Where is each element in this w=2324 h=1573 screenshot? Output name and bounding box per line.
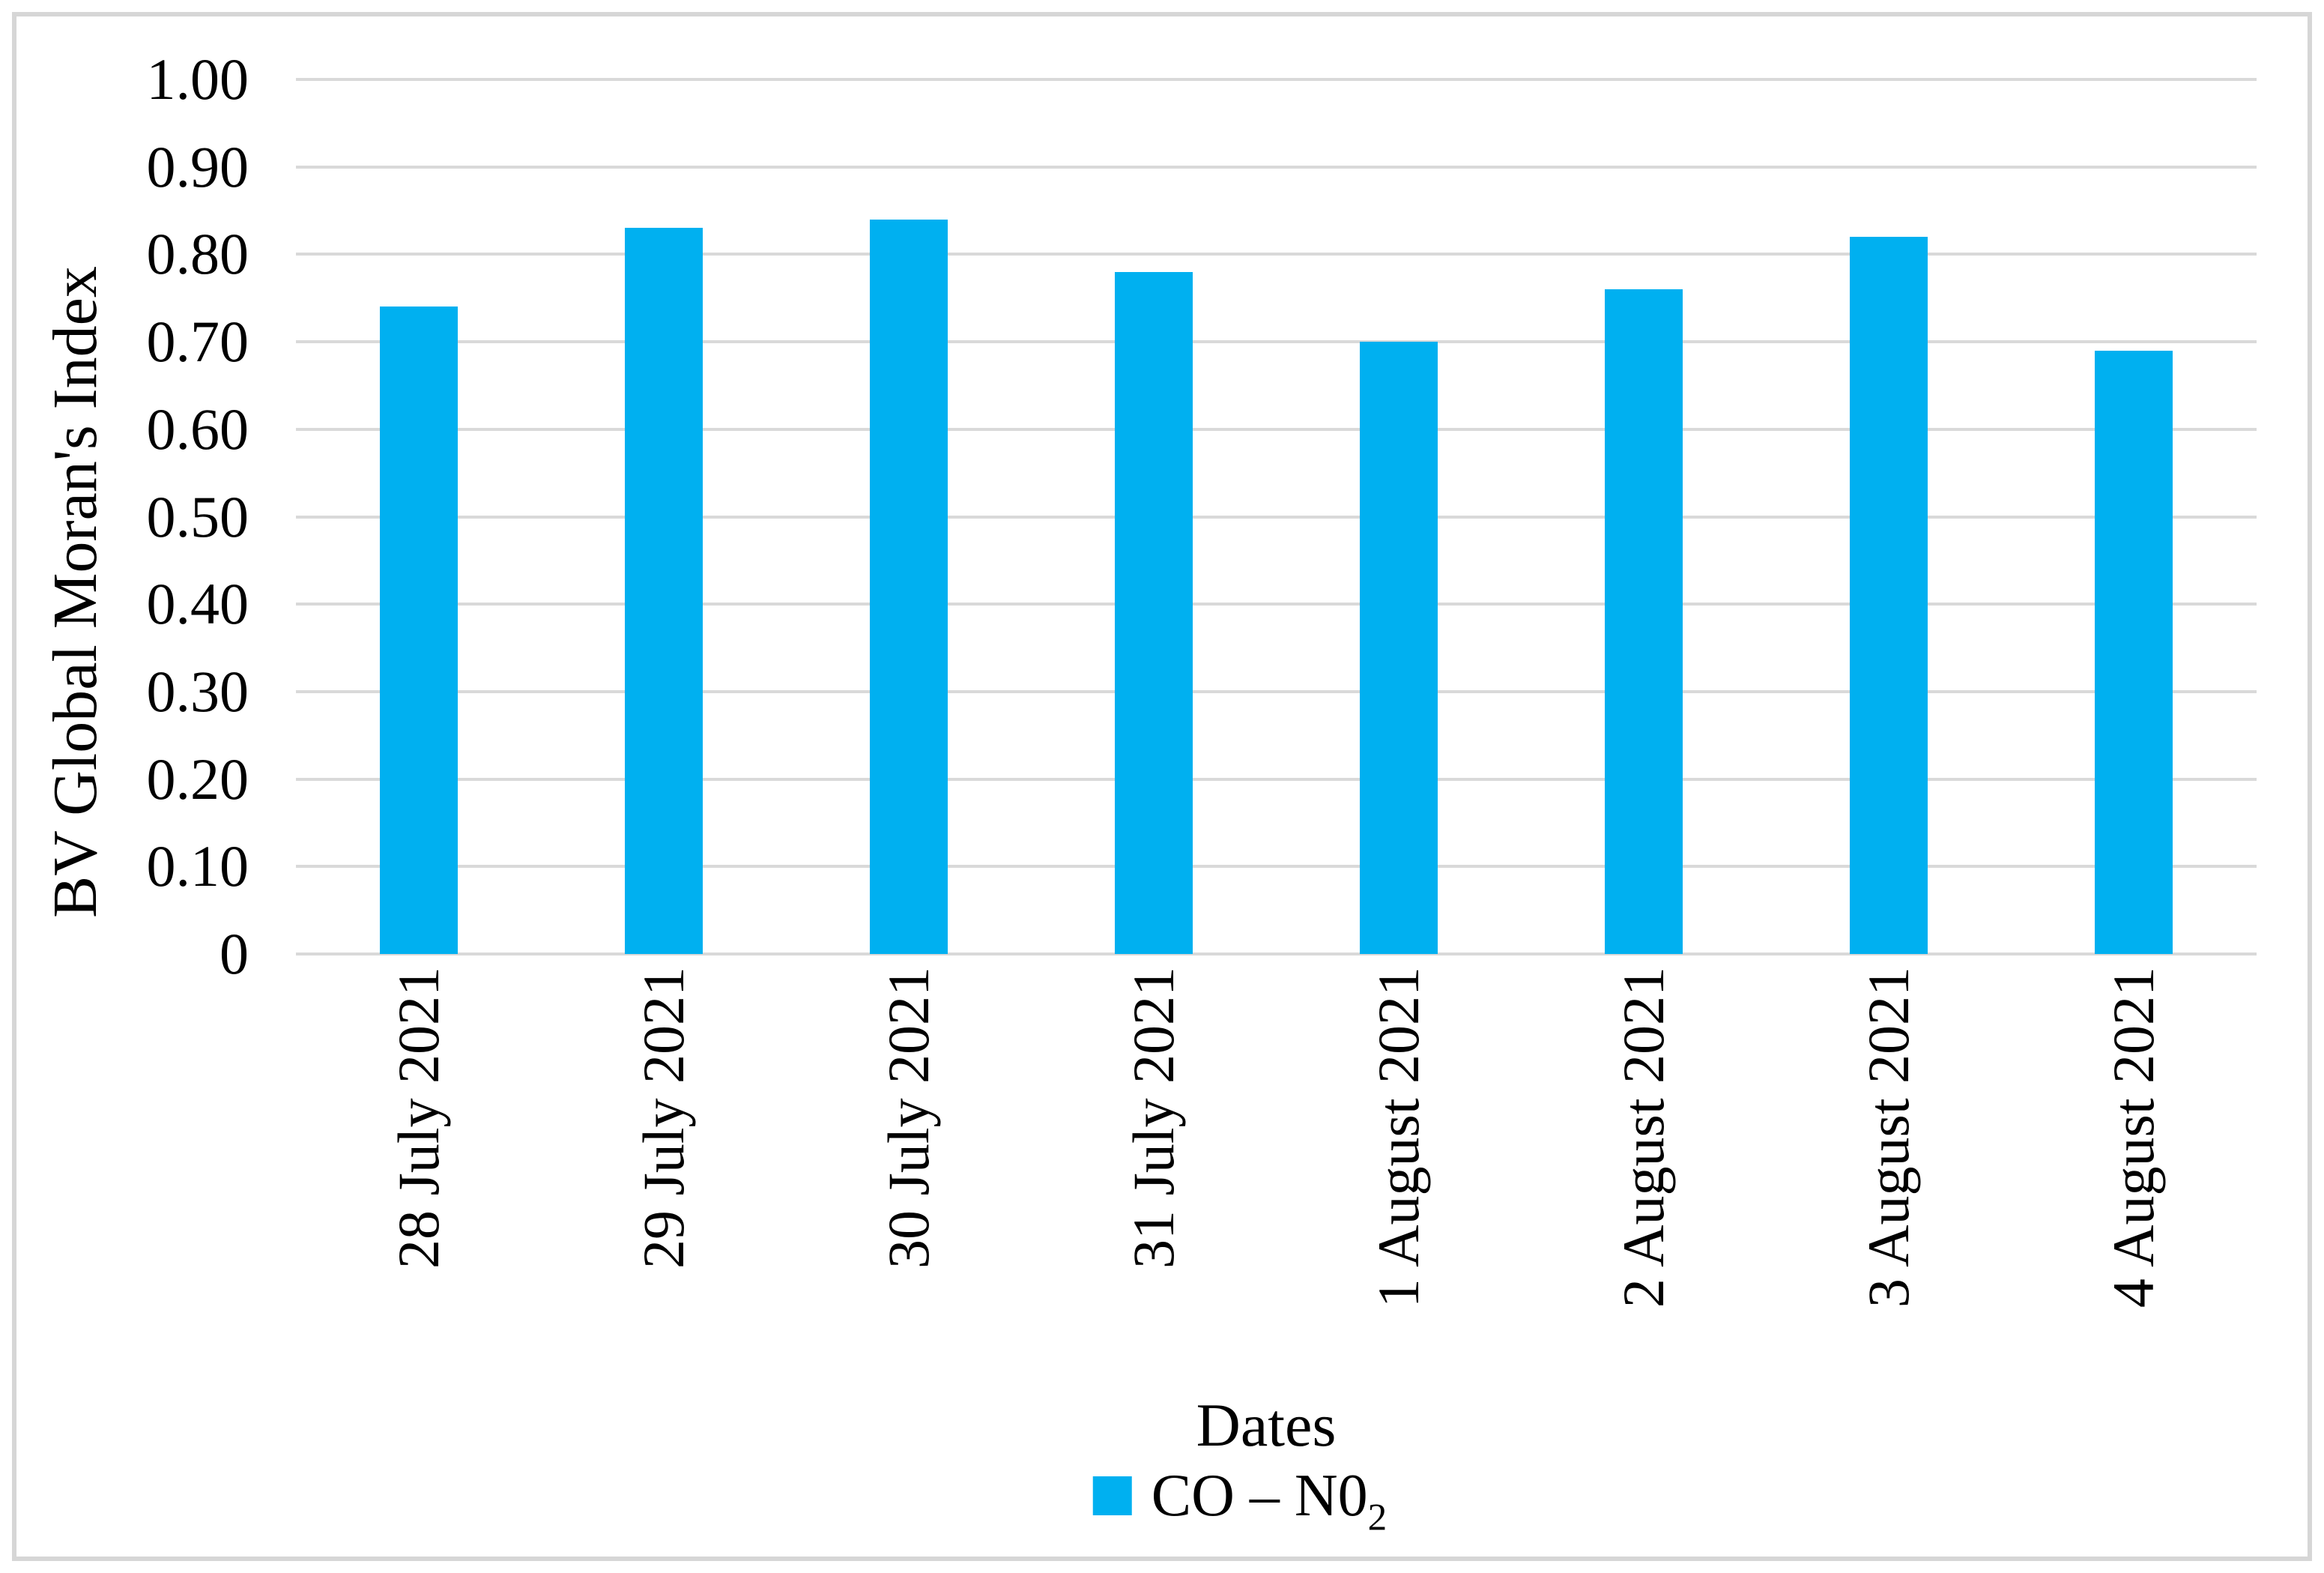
y-tick-label: 1.00 [146, 46, 249, 112]
x-axis-title: Dates [1196, 1391, 1337, 1459]
x-tick-label: 1 August 2021 [1366, 967, 1432, 1308]
y-tick-label: 0.50 [146, 483, 249, 549]
legend-label: CO – N02 [1151, 1463, 1388, 1539]
gridline [296, 865, 2257, 869]
x-tick-label: 31 July 2021 [1120, 967, 1186, 1269]
y-tick-label: 0.20 [146, 746, 249, 812]
bar [1114, 271, 1193, 954]
bar [379, 307, 458, 954]
y-tick-label: 0.80 [146, 221, 249, 287]
gridline [296, 689, 2257, 693]
y-tick-label: 0 [220, 921, 249, 986]
y-tick-label: 0.40 [146, 571, 249, 637]
bar [624, 228, 703, 954]
y-tick-label: 0.90 [146, 133, 249, 199]
y-tick-label: 0.10 [146, 833, 249, 899]
bar [1360, 342, 1438, 954]
gridline [296, 427, 2257, 431]
gridline [296, 165, 2257, 169]
gridline [296, 340, 2257, 344]
gridline [296, 253, 2257, 256]
x-tick-label: 4 August 2021 [2101, 967, 2167, 1308]
bar [1605, 289, 1683, 954]
x-tick-label: 30 July 2021 [875, 967, 941, 1269]
y-tick-label: 0.30 [146, 658, 249, 724]
x-tick-label: 29 July 2021 [630, 967, 696, 1269]
gridline [296, 515, 2257, 519]
y-tick-label: 0.60 [146, 396, 249, 462]
gridline [296, 78, 2257, 81]
gridline [296, 603, 2257, 606]
x-tick-label: 3 August 2021 [1856, 967, 1922, 1308]
legend-marker-swatch [1092, 1476, 1132, 1515]
bar [1850, 237, 1928, 954]
x-tick-label: 28 July 2021 [385, 967, 451, 1269]
x-tick-label: 2 August 2021 [1611, 967, 1677, 1308]
bar [869, 219, 948, 954]
legend: CO – N02 [1092, 1460, 1388, 1539]
y-tick-label: 0.70 [146, 309, 249, 375]
legend-label-subscript: 2 [1367, 1496, 1388, 1539]
bar [2095, 350, 2173, 954]
gridline [296, 777, 2257, 781]
plot-area [296, 78, 2257, 955]
gridline [296, 952, 2257, 955]
